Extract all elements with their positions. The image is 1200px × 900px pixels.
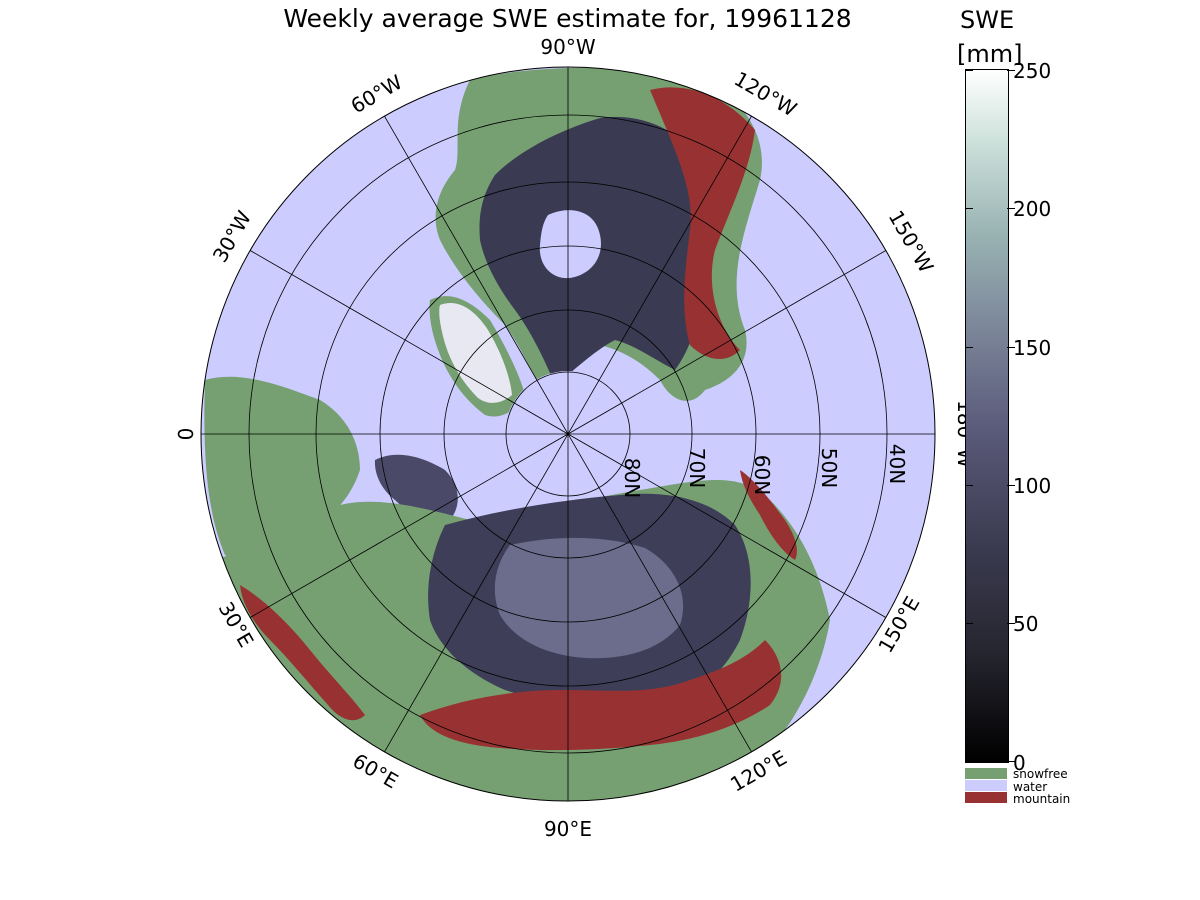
colorbar-label-swe: SWE <box>960 6 1014 34</box>
colorbar-tick <box>965 347 973 348</box>
colorbar-tick <box>965 623 973 624</box>
lon-label-0: 0 <box>173 428 197 441</box>
colorbar-tick-label: 150 <box>1013 338 1051 358</box>
lat-label-60n: 60N <box>750 455 774 495</box>
colorbar-tick-label: 250 <box>1013 61 1051 81</box>
legend-swatch-snowfree <box>965 768 1007 779</box>
colorbar-tick-label: 200 <box>1013 199 1051 219</box>
lat-label-40n: 40N <box>885 444 909 484</box>
colorbar-tick <box>965 208 973 209</box>
colorbar-tick <box>965 761 973 762</box>
lon-label-90e: 90°E <box>544 817 592 841</box>
colorbar-tick <box>965 485 973 486</box>
swe-colorbar <box>965 69 1009 763</box>
lat-label-80n: 80N <box>620 458 644 498</box>
legend-label-snowfree: snowfree <box>1013 768 1068 780</box>
colorbar-tick-label: 100 <box>1013 476 1051 496</box>
legend-swatch-water <box>965 780 1007 791</box>
lon-label-90w: 90°W <box>540 35 595 59</box>
legend-swatch-mountain <box>965 792 1007 803</box>
colorbar-tick <box>965 70 973 71</box>
lat-label-70n: 70N <box>685 448 709 488</box>
lat-label-50n: 50N <box>817 448 841 488</box>
legend-label-mountain: mountain <box>1013 793 1070 805</box>
colorbar-tick-label: 50 <box>1013 614 1038 634</box>
